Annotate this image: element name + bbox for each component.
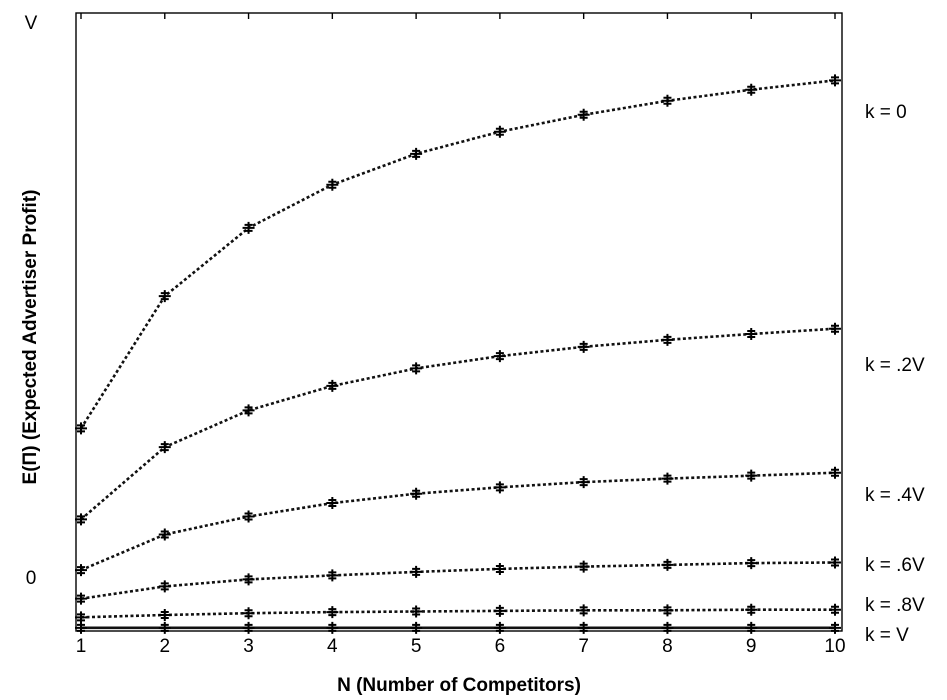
- data-point-marker: [829, 603, 841, 616]
- data-point-marker: [326, 379, 339, 392]
- x-tick-label: 2: [159, 636, 170, 657]
- series-line-1: [79, 79, 836, 430]
- data-point-marker: [158, 528, 171, 541]
- data-point-marker: [75, 621, 87, 634]
- data-point-marker: [158, 290, 171, 303]
- data-point-marker: [577, 476, 590, 489]
- top-tick-marks: [80, 13, 836, 19]
- data-point-marker: [745, 557, 758, 570]
- x-axis-label: N (Number of Competitors): [337, 675, 581, 696]
- data-point-marker: [158, 608, 171, 621]
- data-point-marker: [326, 606, 339, 619]
- data-point-marker: [493, 562, 506, 575]
- data-point-marker: [410, 487, 423, 500]
- x-tick-label: 1: [76, 636, 87, 657]
- data-point-marker: [326, 178, 339, 191]
- data-point-marker: [75, 592, 87, 605]
- series-line-5: [80, 608, 835, 619]
- data-point-marker: [158, 621, 171, 634]
- data-point-marker: [242, 510, 255, 523]
- data-point-marker: [577, 560, 590, 573]
- data-point-marker: [75, 513, 87, 526]
- data-point-marker: [326, 621, 339, 634]
- data-point-marker: [493, 350, 506, 363]
- data-point-marker: [577, 340, 590, 353]
- data-point-marker: [829, 322, 841, 335]
- data-point-marker: [410, 362, 423, 375]
- y-tick-label: 0: [26, 568, 37, 589]
- data-point-marker: [577, 604, 590, 617]
- y-tick-labels: 0V: [25, 13, 38, 589]
- data-point-marker: [745, 327, 758, 340]
- data-point-marker: [745, 83, 758, 96]
- data-point-marker: [410, 621, 423, 634]
- x-tick-labels: 1 2 3 4 5 6 7 8 9 10: [76, 636, 846, 657]
- series-markers: [75, 74, 841, 634]
- series-label-1: k = 0: [865, 102, 907, 123]
- series-curves: [79, 79, 836, 630]
- data-point-marker: [410, 605, 423, 618]
- data-point-marker: [158, 580, 171, 593]
- data-point-marker: [745, 603, 758, 616]
- data-point-marker: [326, 497, 339, 510]
- data-point-marker: [577, 621, 590, 634]
- series-label-4: k = .6V: [865, 555, 925, 576]
- data-point-marker: [242, 607, 255, 620]
- data-point-marker: [493, 125, 506, 138]
- x-tick-label: 7: [578, 636, 589, 657]
- data-point-marker: [242, 573, 255, 586]
- data-point-marker: [577, 108, 590, 121]
- plot-frame: [75, 12, 843, 632]
- data-point-marker: [242, 221, 255, 234]
- y-tick-label: V: [25, 13, 38, 34]
- x-tick-label: 5: [411, 636, 422, 657]
- series-label-2: k = .2V: [865, 355, 925, 376]
- data-point-marker: [661, 621, 674, 634]
- data-point-marker: [410, 147, 423, 160]
- data-point-marker: [829, 621, 841, 634]
- data-point-marker: [829, 74, 841, 87]
- data-point-marker: [410, 565, 423, 578]
- data-point-marker: [75, 564, 87, 577]
- x-tick-label: 6: [495, 636, 506, 657]
- data-point-marker: [661, 333, 674, 346]
- data-point-marker: [829, 556, 841, 569]
- series-labels: k = 0 k = .2V k = .4V k = .6V k = .8V k = V: [865, 102, 925, 646]
- series-label-5: k = .8V: [865, 595, 925, 616]
- data-point-marker: [493, 621, 506, 634]
- data-point-marker: [242, 404, 255, 417]
- series-label-6: k = V: [865, 625, 909, 646]
- series-line-2: [80, 327, 836, 521]
- x-tick-label: 3: [243, 636, 254, 657]
- data-point-marker: [326, 569, 339, 582]
- data-point-marker: [158, 441, 171, 454]
- data-point-marker: [75, 611, 87, 624]
- x-tick-label: 9: [746, 636, 757, 657]
- data-point-marker: [75, 422, 87, 435]
- data-point-marker: [829, 466, 841, 479]
- data-point-marker: [661, 558, 674, 571]
- series-label-3: k = .4V: [865, 485, 925, 506]
- data-point-marker: [745, 621, 758, 634]
- data-point-marker: [242, 621, 255, 634]
- y-axis-label: E(Π) (Expected Advertiser Profit): [20, 190, 41, 485]
- data-point-marker: [661, 94, 674, 107]
- x-tick-label: 8: [662, 636, 673, 657]
- x-tick-label: 10: [824, 636, 845, 657]
- x-tick-label: 4: [327, 636, 338, 657]
- data-point-marker: [493, 604, 506, 617]
- data-point-marker: [661, 472, 674, 485]
- data-point-marker: [745, 469, 758, 482]
- data-point-marker: [661, 604, 674, 617]
- series-line-4: [80, 561, 836, 600]
- series-line-3: [80, 471, 836, 572]
- data-point-marker: [493, 481, 506, 494]
